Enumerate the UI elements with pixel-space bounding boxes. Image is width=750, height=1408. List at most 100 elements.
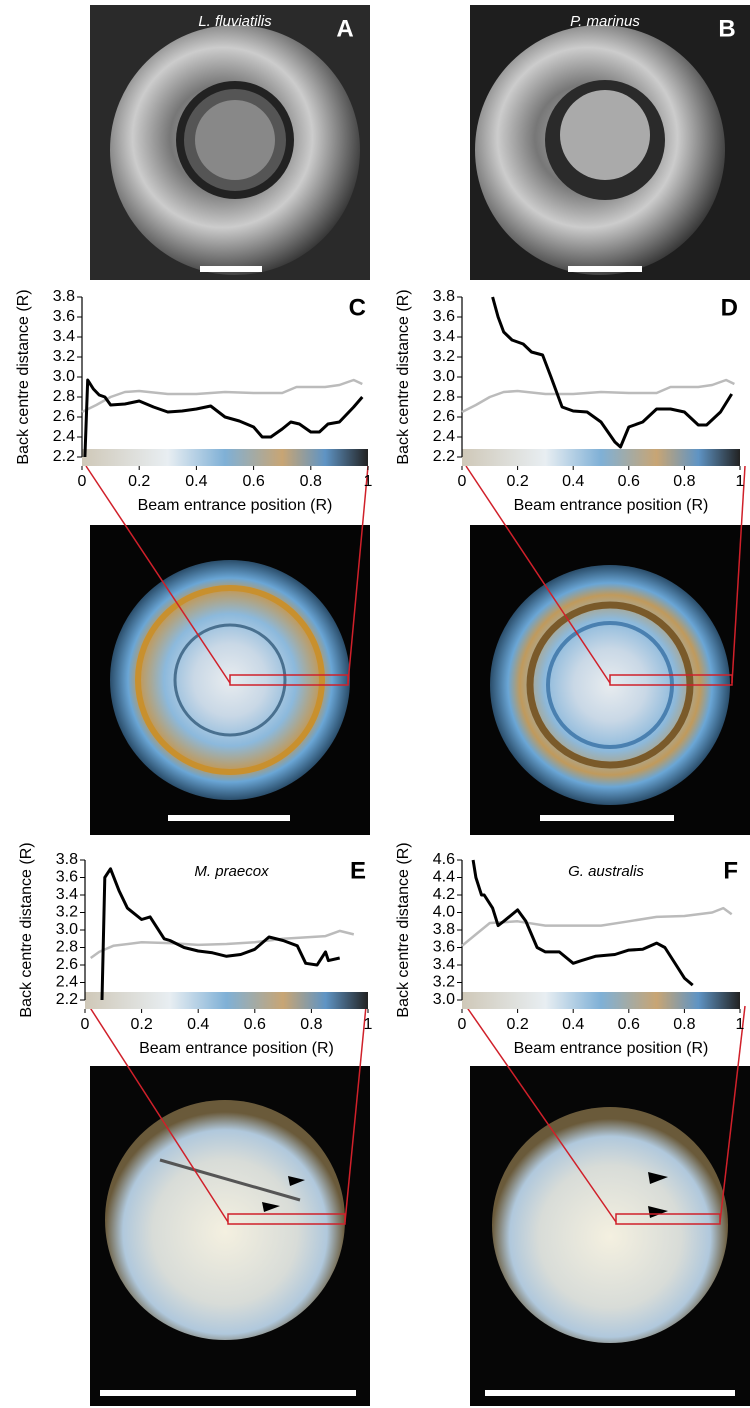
y-tick-label: 3.8 <box>433 288 455 305</box>
y-axis-label: Back centre distance (R) <box>18 842 35 1017</box>
data-line <box>81 378 363 414</box>
y-tick-label: 3.0 <box>433 368 455 385</box>
chart: 2.2 2.4 2.6 2.8 3.0 3.2 3.4 3.6 3.8 0 0.2 0.4 0.6 0.8… <box>15 288 372 514</box>
x-axis-label: Beam entrance position (R) <box>139 1040 334 1057</box>
x-tick-label: 0.4 <box>187 1016 209 1033</box>
y-tick-label: 3.0 <box>56 921 78 938</box>
y-tick-label: 4.2 <box>433 886 455 903</box>
y-tick-label: 3.2 <box>56 904 78 921</box>
y-axis-label: Back centre distance (R) <box>395 289 412 464</box>
y-tick-label: 3.6 <box>433 939 455 956</box>
x-tick-label: 0.2 <box>128 473 150 490</box>
species-label: M. praecox <box>194 863 269 880</box>
data-line <box>89 929 355 960</box>
data-line <box>491 296 733 449</box>
y-tick-label: 4.4 <box>433 869 455 886</box>
x-tick-label: 1 <box>736 473 745 490</box>
x-tick-label: 0 <box>81 1016 90 1033</box>
x-tick-label: 0.8 <box>300 1016 322 1033</box>
y-tick-label: 3.4 <box>433 956 455 973</box>
lens-photo-f <box>470 1066 750 1406</box>
x-tick-label: 0.2 <box>130 1016 152 1033</box>
panel-letter: F <box>723 857 738 884</box>
y-tick-label: 3.6 <box>56 869 78 886</box>
y-tick-label: 3.8 <box>53 288 75 305</box>
panel-letter: A <box>336 15 353 42</box>
photo-b <box>470 5 750 280</box>
panel-letter: E <box>350 857 366 884</box>
y-tick-label: 3.2 <box>53 348 75 365</box>
x-tick-label: 1 <box>364 473 373 490</box>
y-tick-label: 3.2 <box>433 348 455 365</box>
y-tick-label: 2.2 <box>433 448 455 465</box>
y-tick-label: 2.4 <box>56 974 78 991</box>
y-tick-label: 3.0 <box>433 991 455 1008</box>
color-strip <box>82 449 368 466</box>
x-tick-label: 1 <box>736 1016 745 1033</box>
color-strip <box>85 992 368 1009</box>
y-axis-label: Back centre distance (R) <box>15 289 32 464</box>
y-tick-label: 3.4 <box>56 886 78 903</box>
panel-letter: B <box>718 15 735 42</box>
species-label: P. marinus <box>570 13 640 30</box>
panel-letter: D <box>721 294 738 321</box>
x-tick-label: 0.4 <box>185 473 207 490</box>
y-tick-label: 4.6 <box>433 851 455 868</box>
species-label: L. fluviatilis <box>198 13 272 30</box>
data-line <box>461 378 735 414</box>
x-tick-label: 0.2 <box>506 473 528 490</box>
color-strip <box>462 449 740 466</box>
lens-photo-e <box>90 1066 370 1406</box>
y-tick-label: 3.6 <box>433 308 455 325</box>
x-tick-label: 0.8 <box>673 1016 695 1033</box>
y-tick-label: 3.2 <box>433 974 455 991</box>
x-tick-label: 0.6 <box>618 473 640 490</box>
x-tick-label: 0.8 <box>673 473 695 490</box>
x-axis-label: Beam entrance position (R) <box>138 497 333 514</box>
y-tick-label: 2.6 <box>53 408 75 425</box>
x-tick-label: 0 <box>78 473 87 490</box>
color-strip <box>462 992 740 1009</box>
x-tick-label: 0.6 <box>242 473 264 490</box>
data-line <box>471 859 694 987</box>
y-tick-label: 2.4 <box>433 428 455 445</box>
y-tick-label: 2.4 <box>53 428 75 445</box>
x-tick-label: 0.4 <box>562 1016 584 1033</box>
y-tick-label: 2.6 <box>433 408 455 425</box>
y-tick-label: 2.2 <box>53 448 75 465</box>
y-tick-label: 3.8 <box>56 851 78 868</box>
x-tick-label: 0.6 <box>618 1016 640 1033</box>
y-tick-label: 3.6 <box>53 308 75 325</box>
y-tick-label: 2.6 <box>56 956 78 973</box>
data-line <box>461 906 733 947</box>
x-tick-label: 0.6 <box>244 1016 266 1033</box>
x-tick-label: 0.8 <box>300 473 322 490</box>
chart: 2.2 2.4 2.6 2.8 3.0 3.2 3.4 3.6 3.8 0 0.2 0.4 0.6 0.8… <box>395 288 744 514</box>
y-tick-label: 3.8 <box>433 921 455 938</box>
y-tick-label: 4.0 <box>433 904 455 921</box>
zoom-lines <box>85 465 746 1225</box>
x-tick-label: 0.4 <box>562 473 584 490</box>
y-tick-label: 3.4 <box>433 328 455 345</box>
chart: 2.22.42.62.83.03.23.43.63.8 0 0.2 0.4 0.6 0.8… <box>18 842 372 1057</box>
data-line <box>100 867 341 1001</box>
y-tick-label: 2.2 <box>56 991 78 1008</box>
photo-a <box>90 5 370 280</box>
x-axis-label: Beam entrance position (R) <box>514 497 709 514</box>
y-tick-label: 2.8 <box>53 388 75 405</box>
y-tick-label: 2.8 <box>433 388 455 405</box>
data-line <box>83 378 364 458</box>
y-tick-label: 2.8 <box>56 939 78 956</box>
x-tick-label: 0.2 <box>506 1016 528 1033</box>
x-tick-label: 0 <box>458 473 467 490</box>
x-tick-label: 1 <box>364 1016 373 1033</box>
x-tick-label: 0 <box>458 1016 467 1033</box>
y-tick-label: 3.0 <box>53 368 75 385</box>
y-axis-label: Back centre distance (R) <box>395 842 412 1017</box>
x-axis-label: Beam entrance position (R) <box>514 1040 709 1057</box>
y-tick-label: 3.4 <box>53 328 75 345</box>
chart: 3.03.23.43.63.84.04.24.44.6 0 0.2 0.4 0.6 0.8… <box>395 842 744 1057</box>
panel-letter: C <box>349 294 366 321</box>
